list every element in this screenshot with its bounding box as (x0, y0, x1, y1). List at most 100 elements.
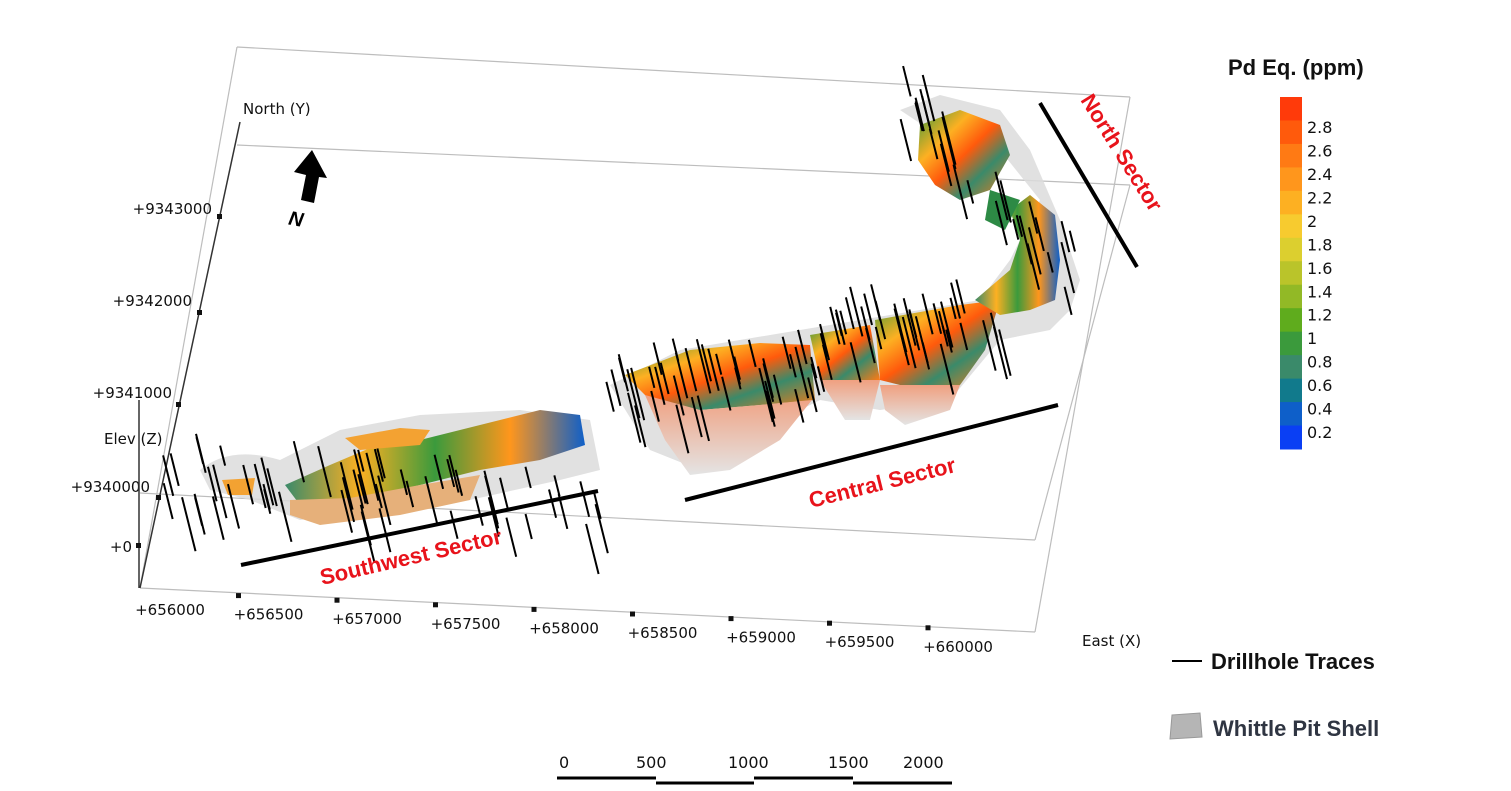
drillhole-trace (672, 375, 685, 416)
north-arrow-icon (294, 150, 327, 203)
drillhole-trace (1026, 243, 1041, 290)
drillhole-trace (807, 377, 818, 413)
east-tick-mark (236, 593, 241, 599)
ore-block-north (985, 190, 1020, 230)
drillhole-trace (949, 297, 957, 320)
drillhole-trace (939, 143, 953, 187)
scale-tick-label: 1000 (728, 753, 769, 772)
drillhole-trace (921, 293, 934, 335)
scale-tick-label: 0 (559, 753, 569, 772)
drillhole-trace (374, 483, 383, 509)
drillhole-trace (194, 496, 204, 526)
drillhole-trace (654, 366, 666, 405)
drillhole-trace (448, 454, 460, 493)
color-scale-segment (1280, 167, 1302, 192)
color-scale-segment (1280, 355, 1302, 380)
color-scale-tick-label: 0.2 (1307, 423, 1332, 442)
scale-bar: 0 500 1000 1500 2000 (557, 753, 952, 785)
drillhole-trace (939, 343, 955, 395)
drillhole-trace (921, 74, 936, 122)
color-scale-tick-label: 1.8 (1307, 235, 1332, 254)
drillhole-trace (659, 362, 670, 395)
drillhole-trace (781, 336, 792, 370)
drillhole-legend-label: Drillhole Traces (1211, 649, 1375, 674)
east-tick-label: +657000 (332, 610, 402, 628)
drillhole-trace (446, 458, 456, 488)
north-tick-label: +9340000 (71, 478, 150, 496)
drillhole-trace (822, 344, 833, 380)
east-tick-label: +660000 (923, 638, 993, 656)
north-axis: North (Y) +9343000 +9342000 +9341000 +93… (71, 100, 311, 589)
drillhole-trace (650, 390, 660, 422)
drillhole-trace (715, 353, 723, 375)
scale-tick-label: 2000 (903, 753, 944, 772)
drillhole-trace (695, 339, 712, 394)
drillhole-trace (700, 344, 712, 382)
drillhole-trace (810, 363, 821, 396)
east-axis: East (X) +656000 +656500 +657000 +657500 +65… (135, 593, 1141, 656)
color-scale-tick-label: 2.2 (1307, 188, 1332, 207)
color-scale-tick-label: 1.4 (1307, 282, 1332, 301)
drillhole-trace (474, 496, 484, 526)
drillhole-trace (939, 301, 954, 348)
drillhole-trace (1060, 241, 1076, 294)
drillhole-trace (941, 325, 949, 347)
drillhole-trace (1068, 230, 1076, 252)
drillhole-trace (1027, 227, 1042, 275)
drillhole-trace (433, 454, 445, 490)
drillhole-trace (901, 316, 917, 369)
drillhole-trace (899, 118, 913, 162)
drillhole-trace (242, 464, 255, 505)
drillhole-trace (548, 489, 558, 518)
drillhole-trace (211, 496, 225, 540)
drillhole-trace (690, 396, 703, 438)
drillhole-trace (627, 392, 642, 443)
east-tick-mark (728, 616, 734, 622)
drillhole-trace (932, 303, 943, 335)
ore-block-central (875, 300, 1000, 385)
drillhole-trace (928, 128, 939, 160)
drillhole-trace (914, 101, 922, 123)
drillhole-trace (952, 164, 969, 220)
east-tick-label: +657500 (431, 615, 501, 633)
drillhole-trace (579, 481, 591, 517)
drillhole-trace (617, 357, 627, 383)
drillhole-trace (902, 298, 917, 346)
drillhole-trace (721, 376, 732, 411)
drillhole-trace (772, 374, 783, 405)
drillhole-trace (357, 474, 367, 504)
drillhole-trace (1028, 201, 1039, 234)
drillhole-trace (994, 171, 1009, 221)
drillhole-trace (908, 310, 921, 351)
drillhole-trace (950, 282, 961, 319)
drillhole-trace (352, 469, 365, 509)
elevation-axis: Elev (Z) +0 (104, 400, 163, 588)
elev-tick-label: +0 (110, 538, 132, 556)
color-scale-bar: 2.8 2.6 2.4 2.2 2 1.8 1.6 1.4 1.2 1 0.8 0.6 0.4 0.2 (1280, 97, 1332, 450)
drillhole-trace (816, 366, 826, 392)
drillhole-trace (839, 310, 848, 335)
drillhole-trace (253, 463, 267, 509)
drillhole-trace (789, 354, 797, 378)
drillhole-trace (794, 346, 804, 376)
drillhole-trace (339, 461, 354, 510)
east-tick-mark (531, 606, 537, 612)
color-scale-segment (1280, 97, 1302, 121)
drillhole-trace (849, 342, 862, 383)
drillhole-trace (849, 286, 864, 337)
drillhole-trace (959, 322, 969, 351)
east-tick-label: +659000 (726, 629, 796, 647)
drillhole-trace (162, 455, 175, 497)
drillhole-trace (860, 306, 871, 341)
east-tick-label: +656000 (135, 601, 205, 619)
drillhole-trace (585, 523, 600, 575)
color-scale-segment (1280, 120, 1302, 145)
north-sector-label: North Sector (1076, 89, 1168, 216)
north-tick-label: +9343000 (133, 200, 212, 218)
drillhole-trace (626, 368, 641, 419)
drillhole-trace (634, 405, 647, 448)
color-scale-tick-label: 0.6 (1307, 376, 1332, 395)
drillhole-trace (499, 477, 510, 511)
color-scale-segment (1280, 190, 1302, 215)
